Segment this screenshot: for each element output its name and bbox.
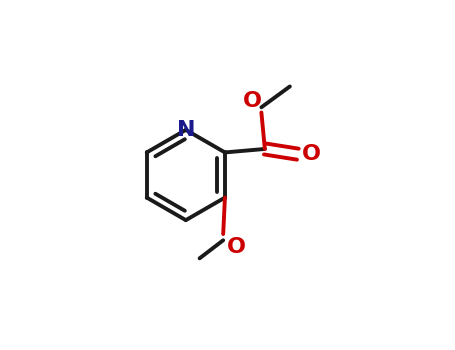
Text: N: N	[177, 120, 195, 140]
Text: O: O	[243, 91, 262, 111]
Text: O: O	[227, 237, 246, 257]
Text: O: O	[302, 144, 321, 164]
